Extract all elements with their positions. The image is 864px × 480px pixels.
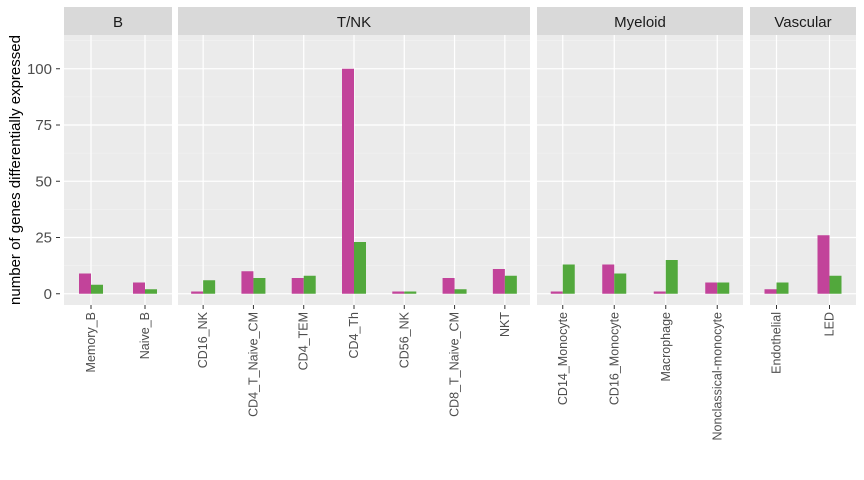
bar xyxy=(776,282,789,294)
bar xyxy=(291,278,304,294)
y-axis-label: number of genes differentially expressed xyxy=(7,35,24,305)
x-tick-label: Nonclassical-monocyte xyxy=(710,312,724,441)
facet-strip xyxy=(750,7,856,35)
bar xyxy=(764,289,777,294)
x-tick-label: CD4_T_Naive_CM xyxy=(246,312,260,417)
facet-panel: T/NK CD16_NK CD4_T_Naive_CM CD4_TEM CD4_Th CD… xyxy=(178,7,530,417)
bar xyxy=(492,269,505,294)
y-tick-label: 100 xyxy=(27,61,52,78)
y-tick-label: 50 xyxy=(35,173,52,190)
facet-strip xyxy=(537,7,743,35)
x-tick-label: CD16_NK xyxy=(196,311,210,368)
bar xyxy=(454,289,467,294)
bar xyxy=(392,291,405,294)
bar xyxy=(145,289,157,294)
bar xyxy=(253,278,266,294)
x-tick-label: Macrophage xyxy=(659,312,673,382)
bar xyxy=(653,291,666,294)
y-tick-labels: 0 25 50 75 100 xyxy=(27,61,60,303)
facet-strip xyxy=(64,7,172,35)
bar xyxy=(829,275,842,294)
x-tick-label: Memory_B xyxy=(84,312,98,372)
bar xyxy=(303,275,316,294)
x-tick-label: Endothelial xyxy=(770,312,784,374)
facet-panel: Vascular Endothelial LED xyxy=(750,7,856,374)
bar xyxy=(817,235,830,294)
x-tick-label: CD4_TEM xyxy=(297,312,311,370)
facet-strip-label: B xyxy=(113,14,123,31)
bar xyxy=(442,278,455,294)
bar xyxy=(404,291,417,294)
x-tick-label: CD8_T_Naive_CM xyxy=(448,312,462,417)
bar xyxy=(354,242,366,294)
bar xyxy=(91,284,103,294)
x-tick-label: CD4_Th xyxy=(347,312,361,359)
bar xyxy=(614,273,627,294)
y-tick-label: 25 xyxy=(35,230,52,247)
bar xyxy=(602,264,615,294)
panel-background xyxy=(64,35,172,305)
bar xyxy=(191,291,204,294)
facet-panel: B Memory_B Naive_B xyxy=(64,7,172,372)
bar xyxy=(705,282,718,294)
facet-strip xyxy=(178,7,530,35)
x-tick-label: CD56_NK xyxy=(397,311,411,368)
bar xyxy=(203,280,216,294)
x-tick-label: NKT xyxy=(498,312,512,337)
x-tick-label: Naive_B xyxy=(138,312,152,359)
facet-strip-label: Myeloid xyxy=(614,14,666,31)
x-tick-label: LED xyxy=(823,312,837,336)
bar xyxy=(133,282,145,294)
panel-background xyxy=(750,35,856,305)
y-tick-label: 75 xyxy=(35,117,52,134)
bar xyxy=(342,68,354,294)
facet-strip-label: T/NK xyxy=(337,14,371,31)
x-tick-label: CD14_Monocyte xyxy=(556,312,570,405)
y-tick-label: 0 xyxy=(44,286,52,303)
facet-panel: Myeloid CD14_Monocyte CD16_Monocyte Macroph… xyxy=(537,7,743,441)
facet-panels: B Memory_B Naive_B T/NK CD16_NK CD4_T_Naive_C… xyxy=(64,7,856,441)
bar xyxy=(717,282,730,294)
bar xyxy=(665,260,678,294)
x-tick-label: CD16_Monocyte xyxy=(607,312,621,405)
bar xyxy=(562,264,575,294)
facet-strip-label: Vascular xyxy=(774,14,831,31)
bar xyxy=(504,275,517,294)
bar xyxy=(241,271,254,294)
bar xyxy=(550,291,563,294)
bar xyxy=(79,273,91,294)
panel-background xyxy=(537,35,743,305)
